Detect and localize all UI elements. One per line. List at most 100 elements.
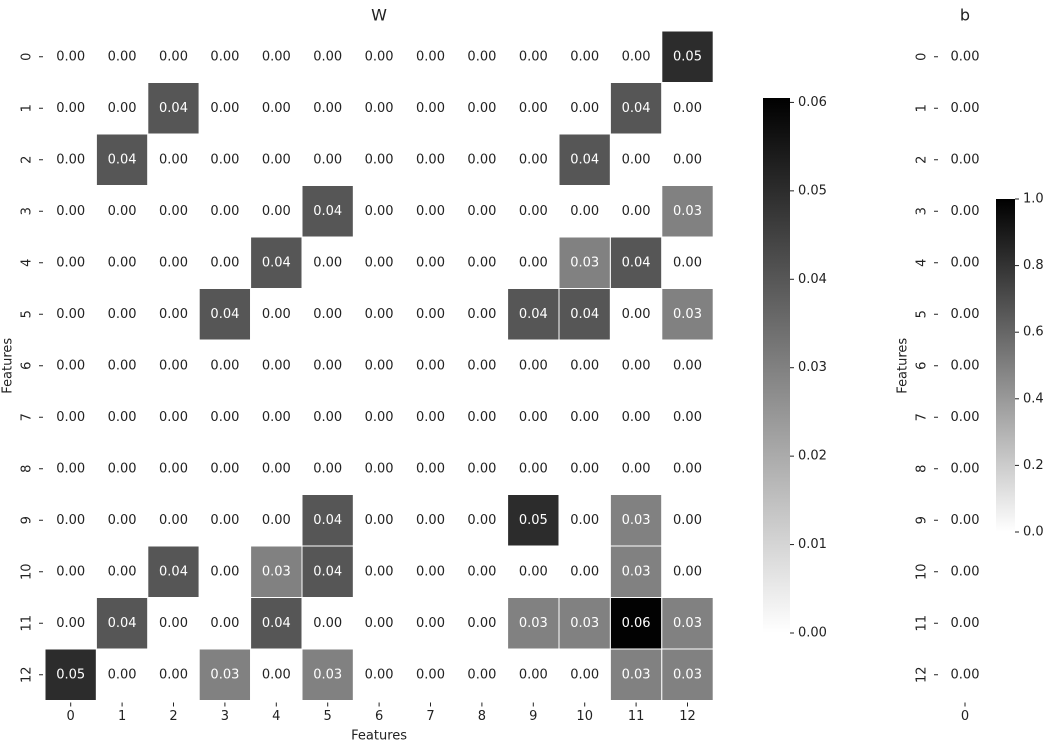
cell-label: 0.00 — [210, 513, 239, 528]
cell-label: 0.00 — [416, 204, 445, 219]
cell-label: 0.00 — [416, 358, 445, 373]
heatmap-cell — [609, 442, 663, 495]
heatmap-cell — [609, 236, 663, 289]
x-tick-label: 8 — [478, 709, 486, 724]
heatmap-cell — [147, 288, 200, 341]
heatmap-cell — [250, 545, 303, 598]
heatmap-cell — [147, 82, 200, 135]
cell-label: 0.00 — [467, 667, 496, 682]
heatmap-cell — [198, 339, 252, 392]
cell-label: 0.00 — [108, 667, 137, 682]
cell-label: 0.04 — [313, 564, 342, 579]
cell-label: 0.04 — [262, 255, 291, 270]
cell-label: 0.00 — [313, 307, 342, 322]
heatmap-cell — [352, 494, 406, 547]
heatmap-cell — [404, 648, 457, 701]
heatmap-cell — [455, 288, 509, 341]
cell-label: 0.04 — [622, 255, 651, 270]
heatmap-cell — [301, 339, 354, 392]
cell-label: 0.00 — [673, 410, 702, 425]
heatmap-cell — [609, 545, 663, 598]
heatmap-cell — [44, 133, 97, 186]
heatmap-cell — [95, 545, 149, 598]
x-tick-label: 3 — [221, 709, 229, 724]
x-tick-label: 11 — [628, 709, 645, 724]
cell-label: 0.00 — [570, 358, 599, 373]
heatmap-cell — [198, 82, 252, 135]
y-tick-label: 5 — [915, 310, 930, 318]
cell-label: 0.00 — [159, 204, 188, 219]
cell-label: 0.03 — [570, 616, 599, 631]
cell-label: 0.00 — [365, 616, 394, 631]
cell-label: 0.03 — [622, 667, 651, 682]
cell-label: 0.00 — [365, 49, 394, 64]
cell-label: 0.00 — [570, 49, 599, 64]
cell-label: 0.04 — [313, 513, 342, 528]
cell-label: 0.00 — [56, 410, 85, 425]
cell-label: 0.04 — [313, 204, 342, 219]
cell-label: 0.00 — [365, 307, 394, 322]
cell-label: 0.04 — [570, 152, 599, 167]
y-tick-label: 6 — [20, 362, 35, 370]
cell-label: 0.00 — [519, 255, 548, 270]
heatmap-cell — [507, 494, 560, 547]
heatmap-cell — [198, 236, 252, 289]
heatmap-cell — [939, 82, 991, 135]
y-tick-label: 6 — [915, 362, 930, 370]
colorbar-tick-label: 0.06 — [798, 95, 827, 110]
y-tick-label: 3 — [20, 207, 35, 215]
cell-label: 0.00 — [108, 513, 137, 528]
heatmap-cell — [301, 82, 354, 135]
heatmap-cell — [301, 391, 354, 444]
y-tick-label: 8 — [20, 465, 35, 473]
heatmap-cell — [250, 391, 303, 444]
y-tick-label: 0 — [915, 53, 930, 61]
heatmap-cell — [44, 339, 97, 392]
heatmap-cell — [44, 185, 97, 238]
cell-label: 0.00 — [365, 152, 394, 167]
cell-label: 0.00 — [56, 358, 85, 373]
cell-label: 0.00 — [108, 204, 137, 219]
cell-label: 0.00 — [416, 255, 445, 270]
heatmap-cell — [939, 648, 991, 701]
heatmap-cell — [661, 545, 714, 598]
y-axis-label: Features — [896, 338, 911, 394]
y-tick-label: 2 — [20, 156, 35, 164]
cell-label: 0.00 — [365, 410, 394, 425]
heatmap-cell — [455, 391, 509, 444]
cell-label: 0.00 — [210, 204, 239, 219]
heatmap-cell — [507, 339, 560, 392]
heatmap-cell — [404, 30, 457, 83]
cell-label: 0.00 — [467, 616, 496, 631]
cell-label: 0.00 — [365, 564, 394, 579]
heatmap-cell — [661, 391, 714, 444]
cell-label: 0.00 — [56, 513, 85, 528]
y-tick-label: 10 — [915, 563, 930, 580]
cell-label: 0.00 — [951, 152, 980, 167]
cell-label: 0.00 — [622, 49, 651, 64]
cell-label: 0.05 — [56, 667, 85, 682]
cell-label: 0.00 — [673, 461, 702, 476]
cell-label: 0.04 — [262, 616, 291, 631]
colorbar-tick-label: 0.03 — [798, 360, 827, 375]
cell-label: 0.00 — [951, 204, 980, 219]
cell-label: 0.03 — [262, 564, 291, 579]
cell-label: 0.00 — [951, 49, 980, 64]
heatmap-cell — [352, 648, 406, 701]
heatmap-cell — [455, 185, 509, 238]
cell-label: 0.00 — [108, 358, 137, 373]
cell-label: 0.00 — [570, 101, 599, 116]
cell-label: 0.00 — [622, 461, 651, 476]
cell-label: 0.00 — [210, 564, 239, 579]
cell-label: 0.00 — [56, 461, 85, 476]
cell-label: 0.00 — [570, 667, 599, 682]
cell-label: 0.00 — [416, 616, 445, 631]
heatmap-cell — [198, 545, 252, 598]
heatmap-cell — [352, 288, 406, 341]
heatmap-cell — [147, 339, 200, 392]
cell-label: 0.00 — [210, 101, 239, 116]
cell-label: 0.00 — [570, 204, 599, 219]
heatmap-cell — [404, 442, 457, 495]
y-tick-label: 11 — [20, 615, 35, 632]
x-tick-label: 12 — [679, 709, 696, 724]
